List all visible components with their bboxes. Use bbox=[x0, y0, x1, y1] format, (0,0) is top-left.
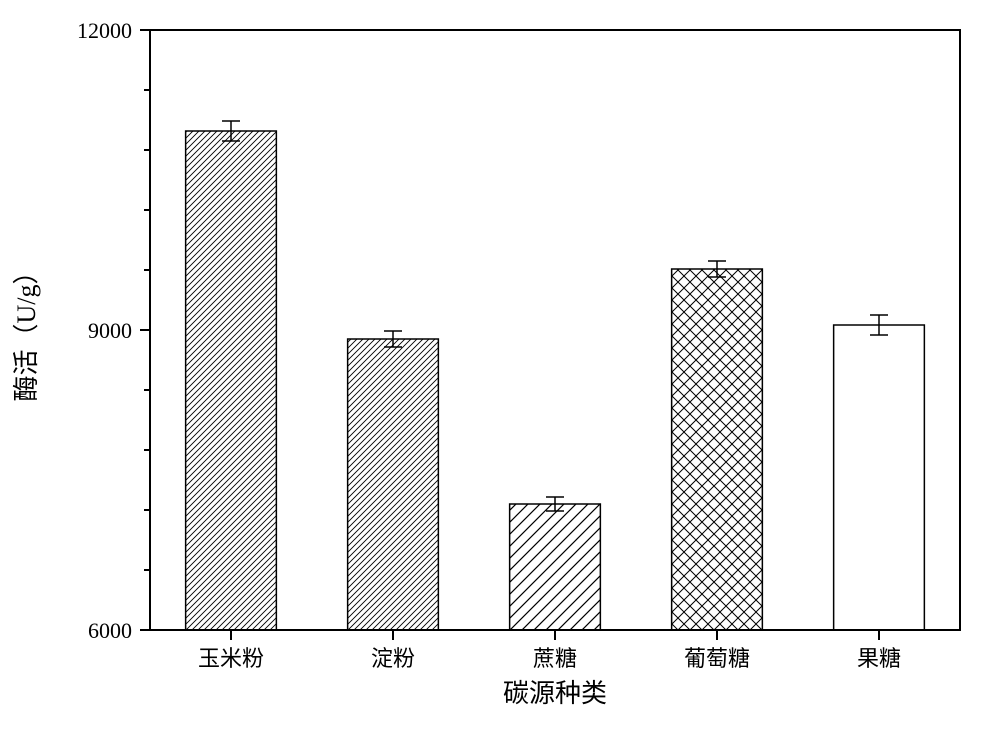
x-tick-label: 葡萄糖 bbox=[684, 646, 750, 671]
bar bbox=[186, 131, 277, 630]
x-tick-label: 果糖 bbox=[857, 646, 901, 671]
y-tick-label: 6000 bbox=[88, 618, 132, 643]
bar-chart: 酶活（U/g） 6000 9000 12000 玉米粉 淀粉 蔗糖 葡萄糖 果糖碳源种类 bbox=[0, 0, 1000, 738]
y-tick-label: 12000 bbox=[77, 18, 132, 43]
y-axis-label: 酶活（U/g） bbox=[12, 258, 41, 401]
bar bbox=[834, 325, 925, 630]
x-tick-label: 淀粉 bbox=[371, 646, 415, 671]
bar bbox=[510, 504, 601, 630]
x-tick-label: 蔗糖 bbox=[533, 646, 577, 671]
y-tick-label: 9000 bbox=[88, 318, 132, 343]
bar bbox=[672, 269, 763, 630]
chart-container: 酶活（U/g） 6000 9000 12000 玉米粉 淀粉 蔗糖 葡萄糖 果糖碳源种类 bbox=[0, 0, 1000, 738]
bar bbox=[348, 339, 439, 630]
x-tick-label: 玉米粉 bbox=[198, 646, 264, 671]
x-axis-label: 碳源种类 bbox=[503, 679, 607, 708]
